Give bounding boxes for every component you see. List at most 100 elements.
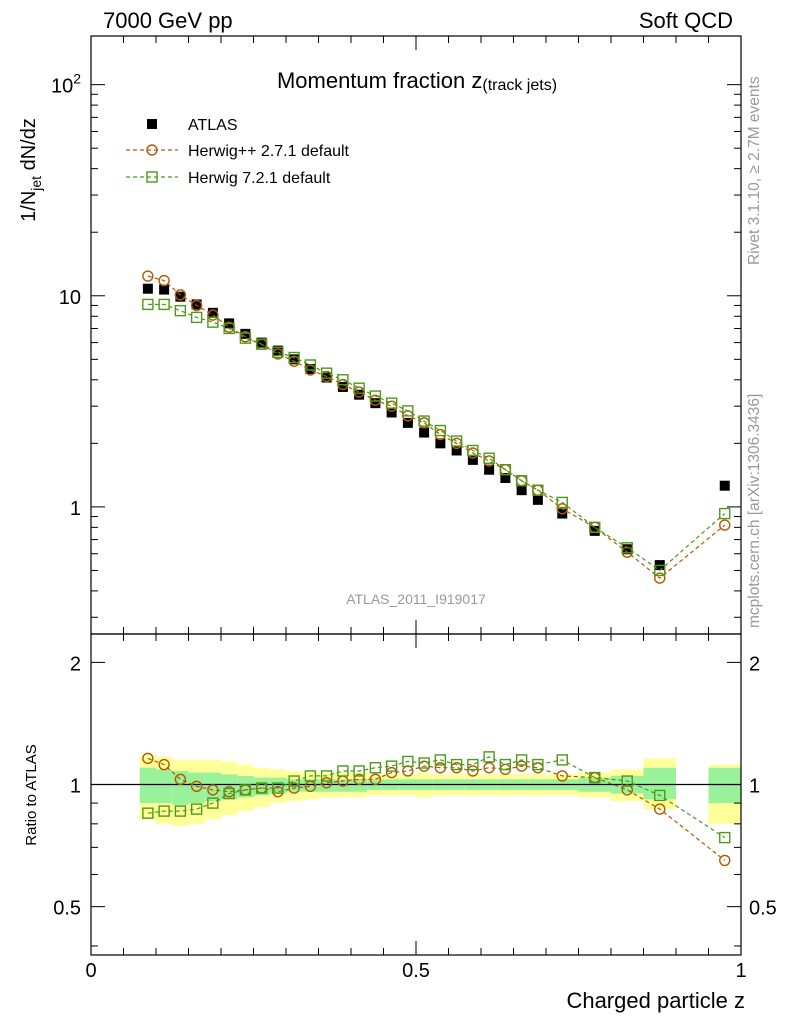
band-inner bbox=[156, 769, 173, 804]
data-point-herwig-2-7-1-default bbox=[719, 519, 731, 531]
ratio-point-herwig-2-7-1-default bbox=[369, 773, 382, 786]
ratio-point-herwig-7-2-1-default bbox=[288, 775, 300, 787]
ratio-point-herwig-2-7-1-default bbox=[385, 766, 398, 779]
band-inner bbox=[172, 770, 189, 806]
legend-label: Herwig++ 2.7.1 default bbox=[188, 143, 350, 160]
data-point-atlas bbox=[175, 291, 186, 302]
data-point-atlas bbox=[305, 363, 316, 374]
data-point-herwig-7-2-1-default bbox=[621, 542, 633, 554]
data-point-herwig-7-2-1-default bbox=[304, 359, 317, 371]
ratio-point-herwig-2-7-1-default bbox=[467, 765, 479, 777]
data-point-atlas bbox=[240, 328, 251, 339]
main-plot-area: 102 10 1 ATLAS Herwig++ 2.7.1 default Herwig … bbox=[51, 35, 742, 635]
data-point-atlas bbox=[500, 473, 511, 484]
data-point-atlas bbox=[207, 307, 218, 318]
data-point-herwig-7-2-1-default bbox=[158, 298, 170, 311]
legend-marker bbox=[147, 119, 157, 129]
main-ylabel-c: dN/dz bbox=[18, 118, 40, 176]
data-point-herwig-7-2-1-default bbox=[207, 316, 219, 328]
ratio-plot-area: 2 2 1 1 0.5 0.5 0 0.5 1 bbox=[53, 633, 777, 982]
ratio-y-tick-label-left: 1 bbox=[70, 776, 81, 798]
legend-marker bbox=[146, 144, 158, 156]
ratio-point-herwig-2-7-1-default bbox=[320, 777, 333, 789]
ratio-point-herwig-2-7-1-default bbox=[288, 782, 300, 794]
data-point-herwig-7-2-1-default bbox=[719, 507, 731, 520]
ratio-series-herwig-7-2-1-default bbox=[142, 751, 731, 844]
data-point-atlas bbox=[719, 480, 730, 491]
ratio-point-herwig-2-7-1-default bbox=[142, 752, 154, 765]
main-ylabel-b: jet bbox=[28, 176, 44, 192]
ratio-point-herwig-7-2-1-default bbox=[589, 771, 601, 784]
data-point-herwig-7-2-1-default bbox=[467, 444, 479, 457]
ratio-point-herwig-2-7-1-default bbox=[719, 854, 731, 867]
data-point-herwig-7-2-1-default bbox=[190, 311, 203, 324]
series-atlas bbox=[142, 283, 730, 571]
data-point-herwig-7-2-1-default bbox=[385, 397, 398, 409]
ratio-y-axis-label: Ratio to ATLAS bbox=[23, 744, 40, 845]
data-point-herwig-7-2-1-default bbox=[450, 435, 463, 447]
band-inner bbox=[139, 767, 156, 804]
legend: ATLAS Herwig++ 2.7.1 default Herwig 7.2.1 … bbox=[126, 117, 350, 187]
data-point-herwig-2-7-1-default bbox=[190, 299, 203, 312]
ratio-point-herwig-2-7-1-default bbox=[515, 760, 528, 772]
data-point-atlas bbox=[467, 454, 478, 465]
ratio-y-tick-label-left: 0.5 bbox=[53, 898, 81, 920]
data-point-herwig-7-2-1-default bbox=[369, 390, 382, 402]
data-point-atlas bbox=[272, 345, 283, 356]
data-point-herwig-7-2-1-default bbox=[483, 452, 495, 464]
watermark: ATLAS_2011_I919017 bbox=[346, 591, 486, 607]
series-line-herwig-7-2-1-default bbox=[147, 303, 726, 572]
data-point-atlas bbox=[532, 494, 543, 505]
legend-label: ATLAS bbox=[188, 117, 238, 134]
ratio-point-herwig-7-2-1-default bbox=[654, 789, 666, 802]
data-point-herwig-2-7-1-default bbox=[556, 503, 568, 515]
data-point-atlas bbox=[589, 525, 600, 536]
ratio-point-herwig-7-2-1-default bbox=[450, 758, 463, 771]
ratio-point-herwig-7-2-1-default bbox=[272, 782, 284, 794]
data-point-atlas bbox=[159, 284, 170, 295]
data-point-atlas bbox=[402, 417, 413, 428]
x-tick-label: 0.5 bbox=[402, 960, 430, 982]
data-point-herwig-7-2-1-default bbox=[174, 304, 187, 317]
data-point-atlas bbox=[191, 299, 202, 310]
x-tick-label: 1 bbox=[735, 960, 746, 982]
data-point-atlas bbox=[289, 354, 300, 365]
data-point-herwig-7-2-1-default bbox=[434, 424, 447, 437]
ratio-point-herwig-7-2-1-default bbox=[499, 758, 512, 771]
series-herwig-7-2-1-default bbox=[142, 298, 731, 577]
legend-marker bbox=[146, 171, 158, 183]
band-inner bbox=[351, 779, 368, 792]
data-point-herwig-2-7-1-default bbox=[174, 289, 187, 301]
ratio-point-herwig-7-2-1-default bbox=[337, 765, 349, 777]
data-point-atlas bbox=[256, 337, 267, 348]
series-line-herwig-2-7-1-default bbox=[147, 275, 726, 579]
ratio-point-herwig-2-7-1-default bbox=[174, 773, 187, 786]
data-point-herwig-7-2-1-default bbox=[255, 338, 268, 350]
main-title-text: Momentum fraction z bbox=[277, 68, 482, 93]
ratio-point-herwig-7-2-1-default bbox=[556, 754, 568, 766]
data-point-herwig-2-7-1-default bbox=[207, 309, 219, 321]
rivet-label: Rivet 3.1.10, ≥ 2.7M events bbox=[746, 76, 763, 265]
data-point-atlas bbox=[435, 438, 446, 449]
x-tick-label: 0 bbox=[85, 960, 96, 982]
data-point-herwig-7-2-1-default bbox=[223, 322, 235, 335]
ratio-point-herwig-7-2-1-default bbox=[255, 782, 268, 794]
ratio-point-herwig-7-2-1-default bbox=[385, 760, 398, 772]
x-axis-label: Charged particle z bbox=[566, 988, 745, 1013]
ratio-point-herwig-7-2-1-default bbox=[304, 770, 317, 782]
data-point-atlas bbox=[386, 407, 397, 418]
ratio-point-herwig-7-2-1-default bbox=[402, 755, 414, 768]
ratio-point-herwig-2-7-1-default bbox=[353, 773, 365, 786]
ratio-line-herwig-7-2-1-default bbox=[147, 756, 726, 839]
ratio-point-herwig-7-2-1-default bbox=[190, 803, 203, 815]
band-inner bbox=[204, 772, 221, 802]
data-point-herwig-7-2-1-default bbox=[239, 332, 252, 344]
ratio-point-herwig-7-2-1-default bbox=[223, 787, 235, 800]
data-point-atlas bbox=[484, 464, 495, 475]
ratio-point-herwig-2-7-1-default bbox=[483, 762, 495, 774]
main-ylabel-a: 1/N bbox=[18, 191, 40, 222]
data-point-atlas bbox=[370, 398, 381, 409]
data-point-herwig-7-2-1-default bbox=[402, 405, 414, 417]
legend-label: Herwig 7.2.1 default bbox=[188, 170, 331, 187]
